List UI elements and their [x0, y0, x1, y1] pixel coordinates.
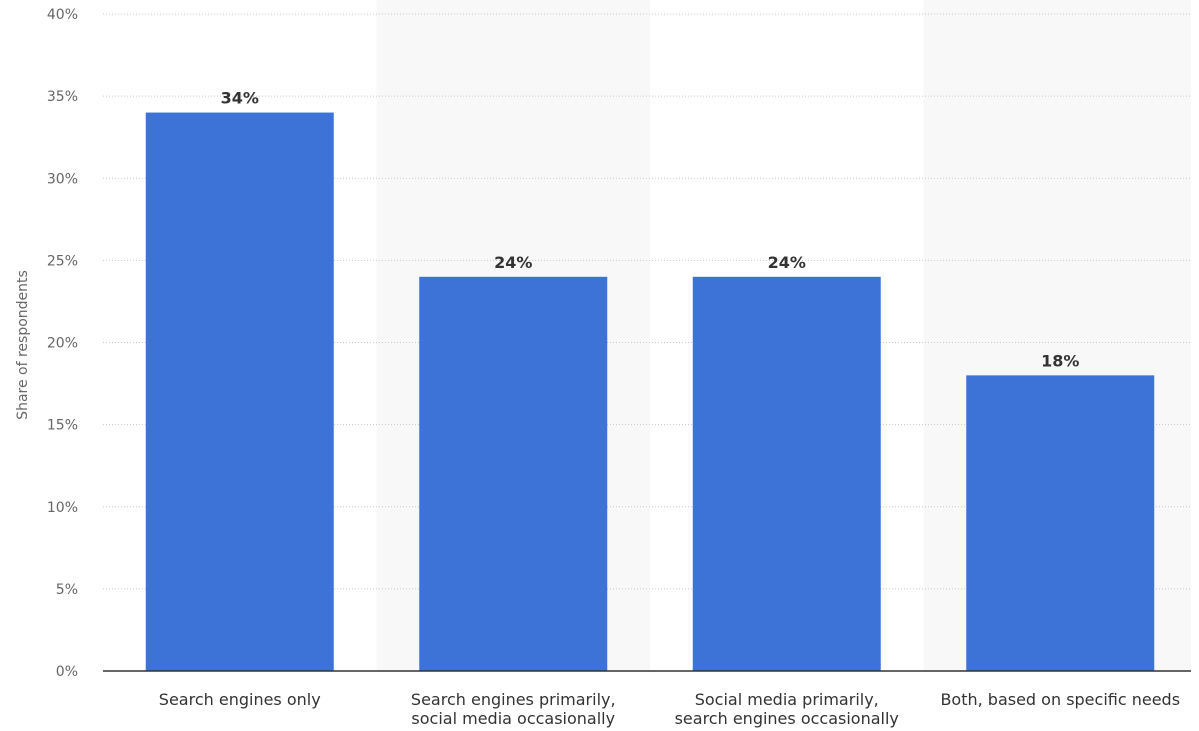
- y-tick-label: 5%: [56, 582, 78, 598]
- y-tick-label: 10%: [47, 500, 78, 516]
- x-tick-label-line: Search engines only: [159, 690, 321, 709]
- x-tick-label: Search engines primarily, social media oc…: [411, 690, 616, 728]
- y-tick-label: 30%: [47, 171, 78, 187]
- y-tick-label: 40%: [47, 7, 78, 23]
- y-tick-label: 25%: [47, 253, 78, 269]
- x-tick-label-line: Search engines primarily,: [411, 690, 616, 709]
- bars: [145, 112, 1155, 672]
- y-tick-label: 15%: [47, 418, 78, 434]
- y-tick-label: 35%: [47, 89, 78, 105]
- bar[interactable]: [419, 276, 608, 671]
- y-axis-label: Share of respondents: [15, 270, 31, 420]
- data-labels: 34% 24% 24% 18%: [221, 89, 1080, 371]
- y-tick-label: 0%: [56, 664, 78, 680]
- y-axis-ticks: 0% 5% 10% 15% 20% 25% 30% 35% 40%: [47, 7, 78, 680]
- x-axis-labels: Search engines only Search engines primar…: [159, 690, 1180, 728]
- y-tick-label: 20%: [47, 336, 78, 352]
- data-label: 24%: [494, 253, 532, 272]
- x-tick-label: Social media primarily, search engines oc…: [675, 690, 899, 728]
- x-tick-label: Both, based on specific needs: [940, 690, 1180, 709]
- bar[interactable]: [145, 112, 334, 672]
- x-tick-label-line: social media occasionally: [411, 709, 615, 728]
- data-label: 34%: [221, 89, 259, 108]
- bar[interactable]: [966, 375, 1155, 671]
- bar[interactable]: [692, 276, 881, 671]
- x-tick-label: Search engines only: [159, 690, 321, 709]
- data-label: 18%: [1041, 351, 1079, 370]
- x-tick-label-line: search engines occasionally: [675, 709, 899, 728]
- data-label: 24%: [768, 253, 806, 272]
- x-tick-label-line: Both, based on specific needs: [940, 690, 1180, 709]
- x-tick-label-line: Social media primarily,: [695, 690, 879, 709]
